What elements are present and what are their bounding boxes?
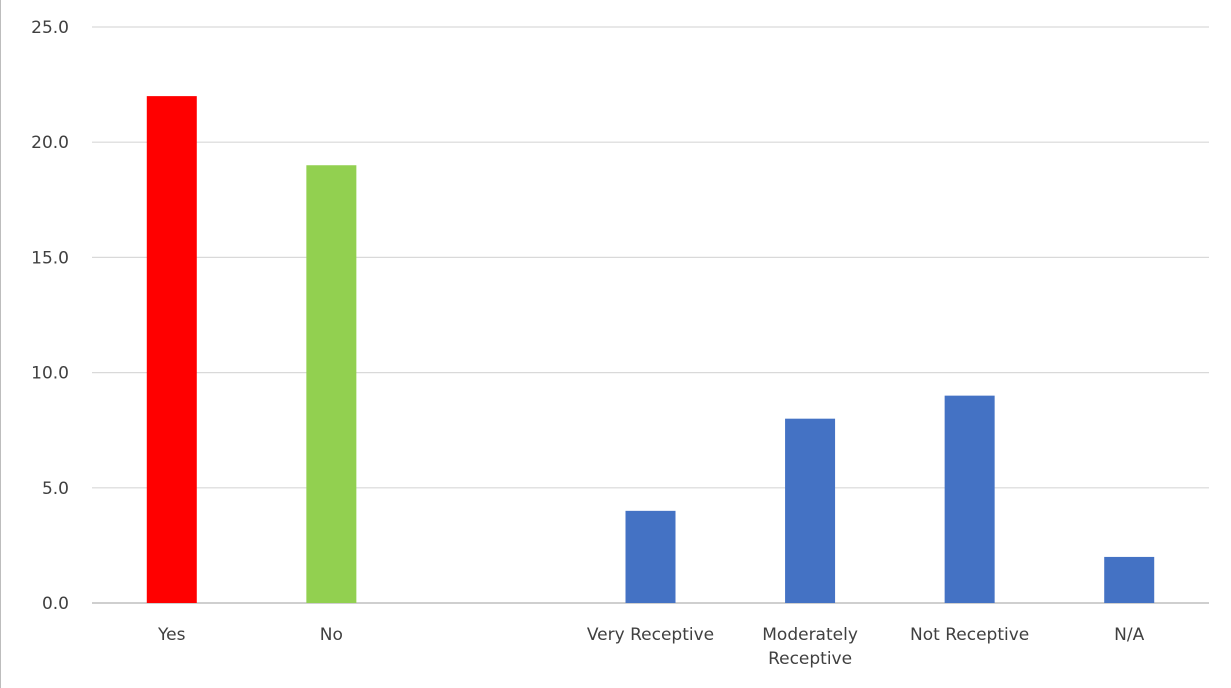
bar: [625, 510, 676, 603]
category-label: Moderately: [762, 625, 858, 645]
y-tick-label: 0.0: [42, 594, 69, 614]
y-tick-label: 25.0: [31, 18, 69, 38]
category-label: No: [320, 625, 343, 645]
y-tick-label: 5.0: [42, 479, 69, 499]
bar: [944, 395, 995, 603]
bar: [1104, 556, 1155, 603]
bar: [785, 418, 836, 603]
category-label: Receptive: [768, 649, 852, 669]
category-label: Yes: [157, 625, 186, 645]
bar: [146, 96, 197, 604]
bar: [306, 165, 357, 604]
y-tick-label: 15.0: [31, 248, 69, 268]
y-tick-label: 10.0: [31, 364, 69, 384]
category-label: Not Receptive: [910, 625, 1029, 645]
category-label: N/A: [1114, 625, 1144, 645]
category-label: Very Receptive: [587, 625, 714, 645]
y-tick-label: 20.0: [31, 133, 69, 153]
